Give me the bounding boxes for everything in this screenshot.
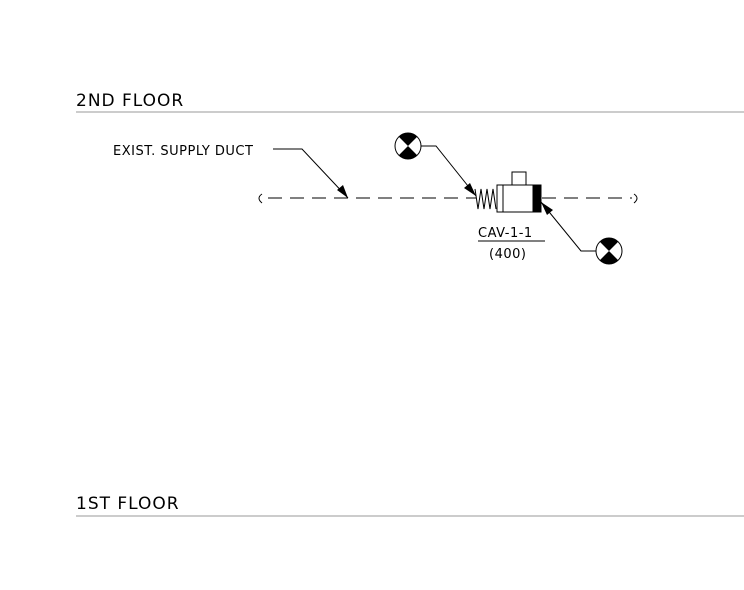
cav-box-body: [496, 184, 534, 213]
duct-break-right: [633, 193, 638, 204]
flex-connection: [474, 188, 497, 210]
supply-duct: [258, 193, 638, 204]
duct-label: EXIST. SUPPLY DUCT: [113, 144, 253, 159]
sensor-lower-leader: [540, 201, 596, 252]
upper-floor-label: 2ND FLOOR: [76, 91, 184, 111]
cav-discharge: [532, 184, 542, 213]
cav-unit: [474, 171, 542, 213]
duct-leader-arrow: [337, 185, 348, 198]
sensor-upper-wedge-top: [398, 132, 418, 146]
lower-floor-label: 1ST FLOOR: [76, 494, 180, 514]
sensor-lower-arrow: [541, 202, 553, 215]
cav-actuator: [511, 171, 527, 186]
duct-break-left: [258, 193, 263, 204]
sensor-symbol-upper: [394, 132, 422, 160]
sensor-upper-arrow: [464, 183, 476, 196]
sensor-upper-wedge-bottom: [398, 146, 418, 160]
unit-tag: CAV-1-1: [478, 226, 533, 241]
sensor-symbol-lower: [595, 237, 623, 265]
unit-airflow: (400): [489, 247, 526, 262]
sensor-lower-wedge-top: [599, 237, 619, 251]
sensor-lower-wedge-bottom: [599, 251, 619, 265]
duct-leader-line: [273, 148, 349, 199]
sensor-upper-leader: [421, 145, 477, 197]
